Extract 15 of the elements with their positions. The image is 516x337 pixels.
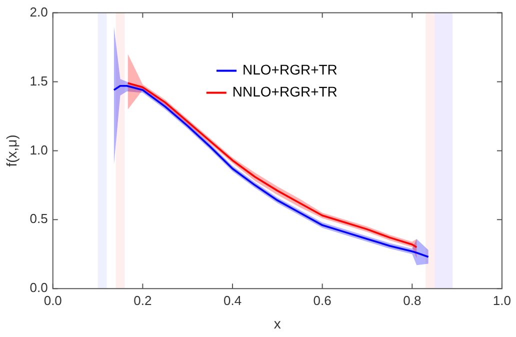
- x-tick-label: 0.4: [223, 292, 242, 308]
- y-tick-label: 1.5: [30, 73, 48, 88]
- y-tick-label: 0.5: [30, 211, 48, 226]
- x-tick-label: 1.0: [492, 292, 512, 308]
- legend-label: NLO+RGR+TR: [242, 62, 338, 78]
- x-axis-title: x: [274, 315, 281, 332]
- y-tick-label: 1.0: [30, 142, 48, 158]
- y-axis-title: f(x,μ): [3, 134, 20, 167]
- legend-label: NNLO+RGR+TR: [232, 84, 338, 100]
- x-tick-label: 0.2: [134, 292, 152, 308]
- x-tick-label: 0.8: [403, 292, 422, 308]
- y-tick-label: 2.0: [30, 4, 48, 20]
- x-tick-label: 0.6: [313, 292, 332, 308]
- x-tick-label: 0.0: [44, 292, 62, 308]
- y-tick-label: 0.0: [30, 280, 48, 296]
